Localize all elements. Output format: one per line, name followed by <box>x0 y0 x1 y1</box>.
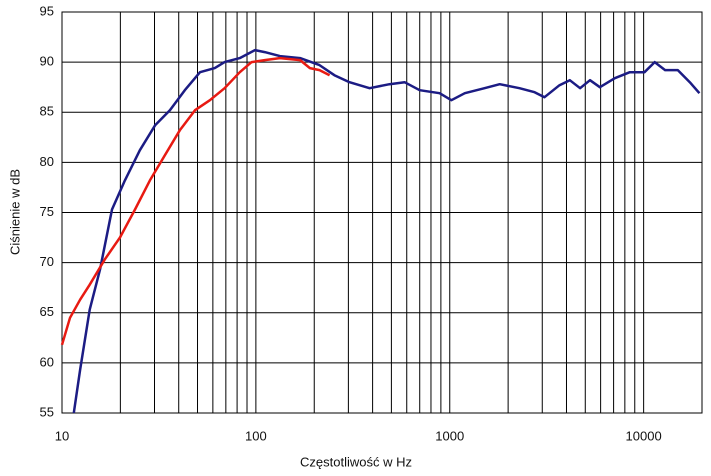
y-tick-label: 90 <box>40 54 54 69</box>
y-tick-label: 55 <box>40 404 54 419</box>
series-line <box>60 56 331 346</box>
y-axis-label: Ciśnienie w dB <box>7 169 22 255</box>
y-tick-label: 85 <box>40 104 54 119</box>
y-tick-label: 95 <box>40 3 54 18</box>
x-tick-label: 1000 <box>435 428 464 443</box>
y-tick-label: 80 <box>40 154 54 169</box>
x-axis-label: Częstotliwość w Hz <box>300 454 412 469</box>
x-tick-label: 10000 <box>626 428 662 443</box>
x-tick-label: 100 <box>245 428 267 443</box>
plot-frame <box>61 11 703 414</box>
series-line <box>72 48 701 414</box>
y-tick-label: 75 <box>40 204 54 219</box>
x-tick-label: 10 <box>55 428 69 443</box>
y-tick-label: 65 <box>40 304 54 319</box>
y-tick-label: 70 <box>40 254 54 269</box>
y-tick-label: 60 <box>40 354 54 369</box>
